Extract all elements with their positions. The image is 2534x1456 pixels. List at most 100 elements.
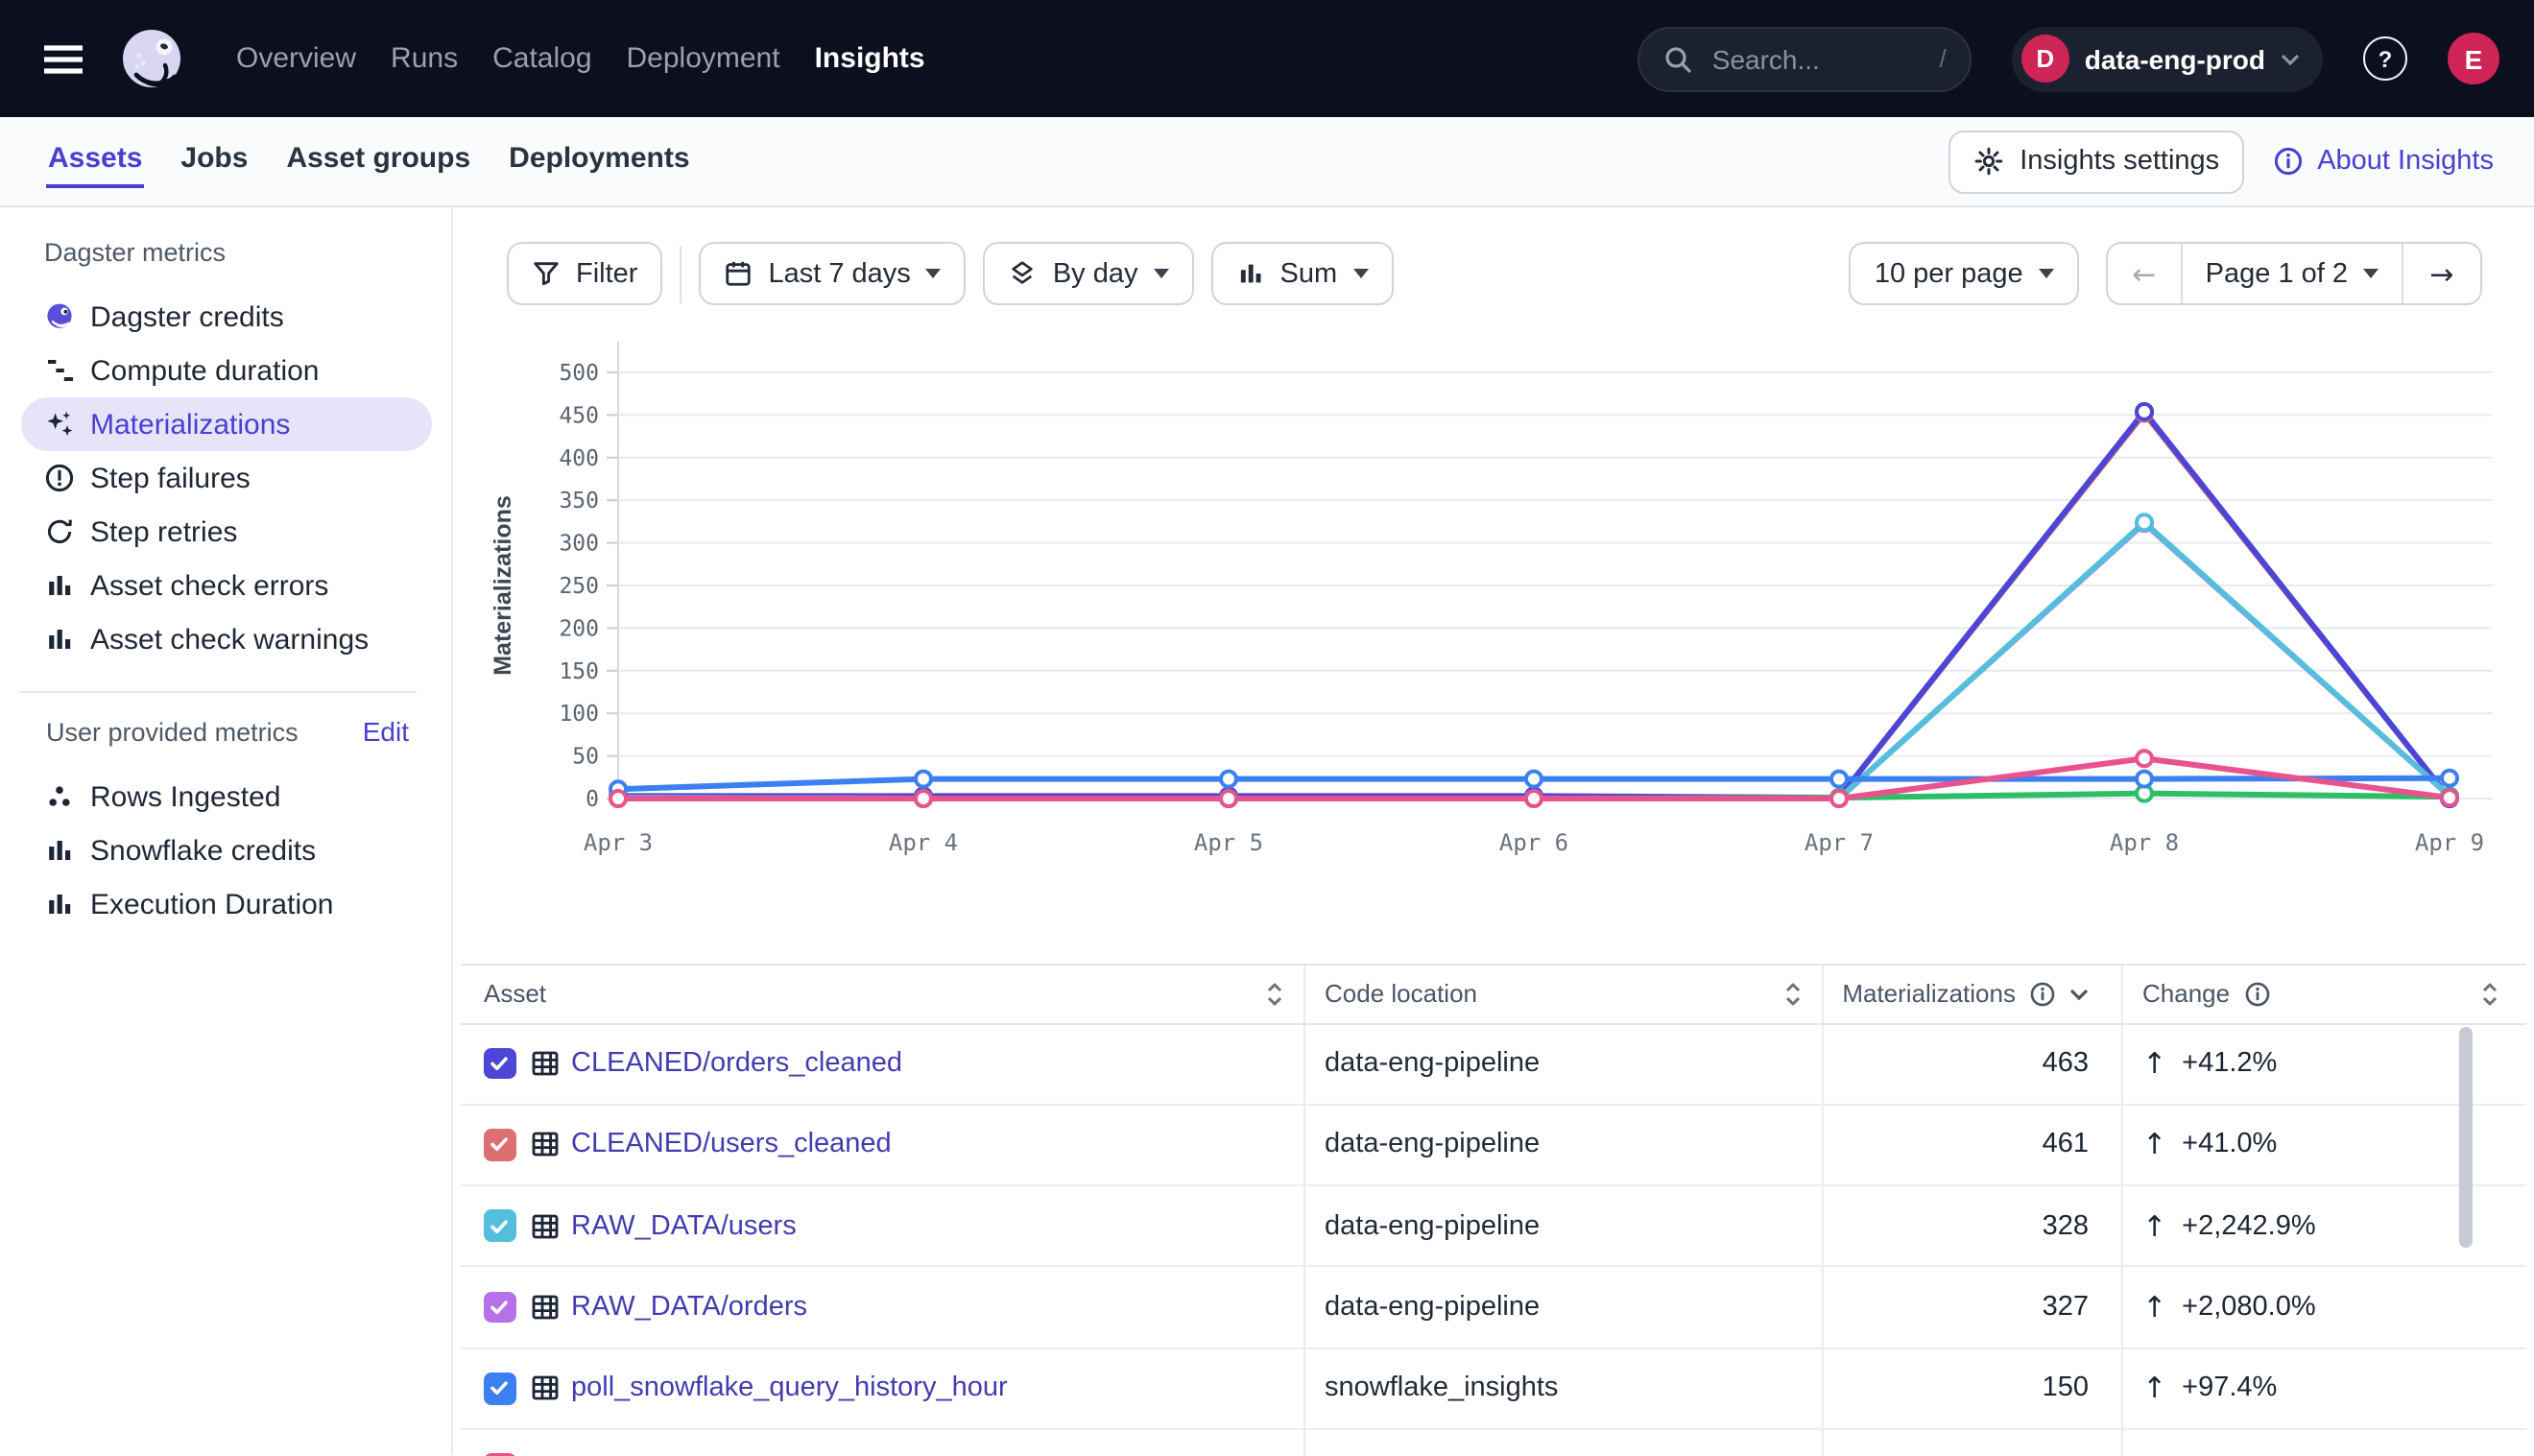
arrow-up-icon: ↑ — [2142, 1128, 2166, 1162]
caret-down-icon — [1352, 269, 1368, 278]
info-icon[interactable] — [2243, 980, 2270, 1007]
sidebar-item-step-failures[interactable]: Step failures — [21, 451, 432, 505]
tab-assets[interactable]: Assets — [46, 117, 144, 205]
nav-runs[interactable]: Runs — [391, 42, 458, 75]
metrics-sidebar: Dagster metrics Dagster credits Compute … — [0, 207, 453, 1455]
svg-text:350: 350 — [559, 489, 599, 513]
svg-text:400: 400 — [559, 446, 599, 471]
sidebar-item-rows-ingested[interactable]: Rows Ingested — [21, 770, 432, 823]
insights-tabs-bar: Assets Jobs Asset groups Deployments Ins… — [0, 117, 2534, 207]
main-panel: Filter Last 7 days By day — [453, 207, 2534, 1455]
sidebar-item-materializations[interactable]: Materializations — [21, 397, 432, 451]
svg-text:200: 200 — [559, 616, 599, 641]
user-avatar[interactable]: E — [2448, 33, 2499, 84]
svg-text:Apr 9: Apr 9 — [2415, 829, 2484, 856]
dagster-logo-icon[interactable] — [115, 22, 188, 95]
table-row: RAW_DATA/orders data-eng-pipeline 327 ↑+… — [461, 1268, 2526, 1349]
workspace-name: data-eng-prod — [2085, 43, 2265, 74]
change-value: +97.4% — [2182, 1373, 2277, 1404]
row-checkbox[interactable] — [484, 1372, 515, 1404]
table-grid-icon — [529, 1373, 560, 1404]
svg-text:100: 100 — [559, 702, 599, 727]
row-checkbox[interactable] — [484, 1210, 515, 1242]
change-value: +41.2% — [2182, 1048, 2277, 1079]
asset-link[interactable]: CLEANED/users_cleaned — [571, 1130, 892, 1160]
sidebar-item-asset-check-errors[interactable]: Asset check errors — [21, 559, 432, 612]
table-row: poll_snowflake_query_history_hour snowfl… — [461, 1349, 2526, 1430]
svg-text:150: 150 — [559, 659, 599, 684]
svg-text:Apr 7: Apr 7 — [1805, 829, 1874, 856]
bar-chart-icon — [44, 624, 75, 655]
asset-link[interactable]: CLEANED/orders_cleaned — [571, 1048, 902, 1079]
help-icon[interactable]: ? — [2363, 36, 2407, 81]
sidebar-item-step-retries[interactable]: Step retries — [21, 505, 432, 559]
asset-link[interactable]: RAW_DATA/users — [571, 1210, 797, 1241]
nav-insights[interactable]: Insights — [815, 42, 925, 75]
materializations-count: 463 — [2043, 1048, 2089, 1079]
table-grid-icon — [529, 1210, 560, 1241]
code-location: snowflake_insights — [1325, 1373, 1558, 1404]
svg-text:Apr 6: Apr 6 — [1499, 829, 1568, 856]
section-label-user-metrics: User provided metrics — [46, 717, 299, 746]
sparkles-icon — [44, 409, 75, 440]
nav-deployment[interactable]: Deployment — [627, 42, 780, 75]
table-row: CLEANED/orders_cleaned data-eng-pipeline… — [461, 1024, 2526, 1106]
code-location: data-eng-pipeline — [1325, 1130, 1540, 1160]
hamburger-menu-icon[interactable] — [42, 43, 84, 74]
layers-icon — [1009, 259, 1038, 288]
bar-chart-icon — [1236, 259, 1265, 288]
sidebar-item-dagster-credits[interactable]: Dagster credits — [21, 290, 432, 344]
workspace-switcher[interactable]: D data-eng-prod — [2012, 26, 2323, 91]
change-value: +2,080.0% — [2182, 1292, 2316, 1323]
code-location: data-eng-pipeline — [1325, 1048, 1540, 1079]
about-insights-link[interactable]: About Insights — [2273, 146, 2494, 177]
svg-text:Apr 3: Apr 3 — [584, 829, 653, 856]
column-header-materializations[interactable]: Materializations — [1842, 979, 2016, 1008]
nav-catalog[interactable]: Catalog — [492, 42, 591, 75]
arrow-up-icon: ↑ — [2142, 1372, 2166, 1406]
dots-icon — [44, 781, 75, 812]
tab-deployments[interactable]: Deployments — [507, 117, 691, 205]
insights-settings-button[interactable]: Insights settings — [1948, 130, 2244, 193]
materializations-count: 328 — [2043, 1210, 2089, 1241]
sort-icon[interactable] — [1783, 980, 1803, 1007]
arrow-up-icon: ↑ — [2142, 1290, 2166, 1325]
chevron-down-icon[interactable] — [2069, 988, 2089, 999]
svg-text:300: 300 — [559, 532, 599, 557]
nav-overview[interactable]: Overview — [236, 42, 356, 75]
svg-text:Apr 5: Apr 5 — [1194, 829, 1263, 856]
svg-text:Materializations: Materializations — [490, 495, 516, 676]
assets-table: Asset Code location Materialization — [461, 963, 2526, 1456]
sort-icon[interactable] — [1265, 980, 1284, 1007]
sort-icon[interactable] — [2480, 980, 2499, 1007]
main-nav: Overview Runs Catalog Deployment Insight… — [236, 42, 925, 75]
change-value: +2,242.9% — [2182, 1210, 2316, 1241]
workspace-avatar: D — [2021, 35, 2069, 83]
sidebar-item-snowflake-credits[interactable]: Snowflake credits — [21, 823, 432, 877]
svg-text:0: 0 — [586, 787, 599, 812]
row-checkbox[interactable] — [484, 1129, 515, 1160]
materializations-count: 327 — [2043, 1292, 2089, 1323]
caret-down-icon — [2039, 269, 2054, 278]
column-header-asset[interactable]: Asset — [484, 979, 546, 1008]
bar-chart-icon — [44, 835, 75, 866]
row-checkbox[interactable] — [484, 1292, 515, 1324]
tab-asset-groups[interactable]: Asset groups — [284, 117, 472, 205]
vertical-scrollbar[interactable] — [2459, 1027, 2473, 1248]
edit-metrics-link[interactable]: Edit — [363, 716, 409, 747]
column-header-code-location[interactable]: Code location — [1325, 979, 1477, 1008]
row-checkbox[interactable] — [484, 1048, 515, 1080]
filter-icon — [532, 259, 561, 288]
search-input[interactable] — [1709, 41, 1924, 76]
tab-jobs[interactable]: Jobs — [179, 117, 250, 205]
asset-link[interactable]: poll_snowflake_query_history_hour — [571, 1373, 1008, 1404]
column-header-change[interactable]: Change — [2142, 979, 2230, 1008]
sidebar-item-asset-check-warnings[interactable]: Asset check warnings — [21, 612, 432, 666]
info-icon[interactable] — [2029, 980, 2056, 1007]
search-box[interactable]: / — [1638, 26, 1972, 91]
app-window: Overview Runs Catalog Deployment Insight… — [0, 0, 2534, 1455]
asset-link[interactable]: RAW_DATA/orders — [571, 1292, 807, 1323]
sidebar-item-execution-duration[interactable]: Execution Duration — [21, 877, 432, 931]
chevron-down-icon — [2281, 53, 2300, 64]
sidebar-item-compute-duration[interactable]: Compute duration — [21, 344, 432, 397]
